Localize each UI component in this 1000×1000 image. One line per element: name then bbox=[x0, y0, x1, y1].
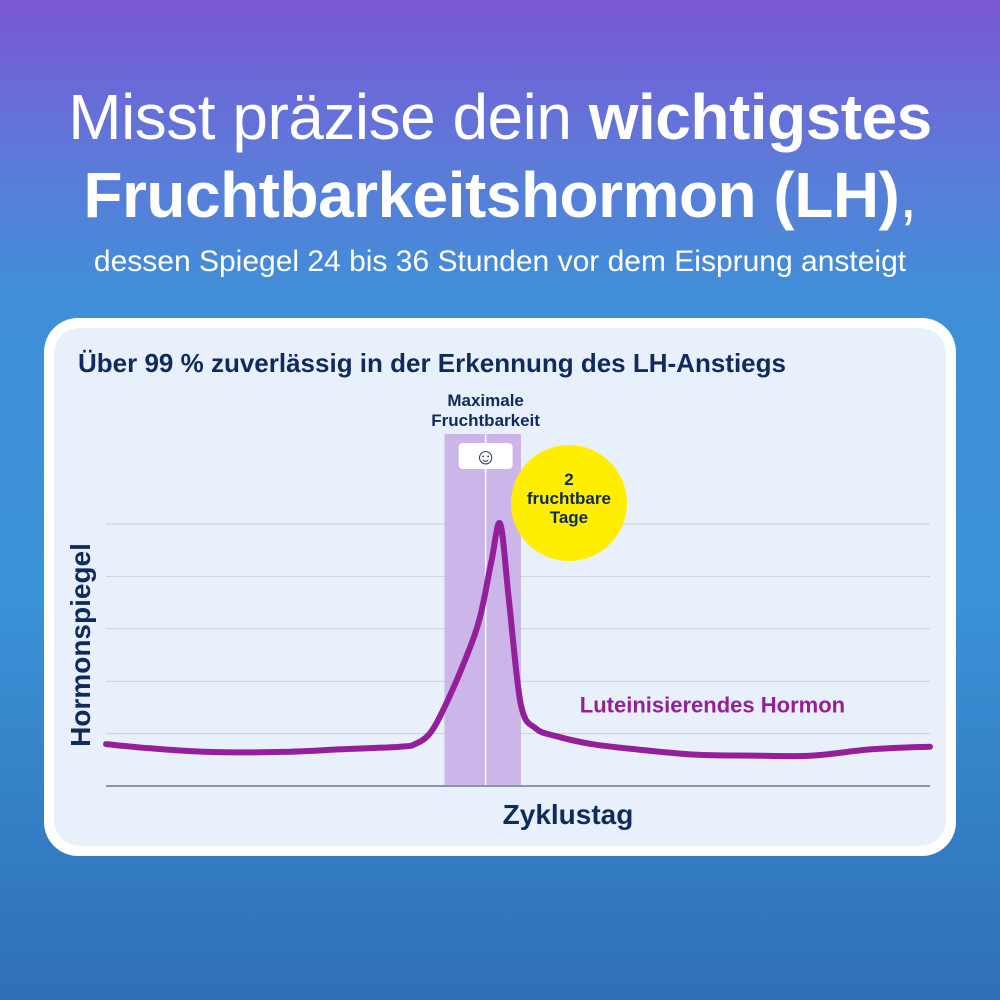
headline-line-2: Fruchtbarkeitshormon (LH), bbox=[0, 156, 1000, 234]
smiley-icon: ☺ bbox=[474, 444, 496, 469]
headline-line-2-bold: Fruchtbarkeitshormon (LH) bbox=[83, 159, 900, 231]
headline-subline: dessen Spiegel 24 bis 36 Stunden vor dem… bbox=[93, 245, 907, 278]
chart-title: Über 99 % zuverlässig in der Erkennung d… bbox=[78, 348, 786, 378]
series-line-lh bbox=[103, 519, 933, 760]
headline-line-1-bold: wichtigstes bbox=[588, 81, 933, 153]
headline: Misst präzise dein wichtigstes Fruchtbar… bbox=[0, 78, 1000, 284]
headline-line-2-regular: , bbox=[899, 159, 917, 231]
headline-line-1-regular: Misst präzise dein bbox=[68, 81, 589, 153]
chart-panel: Über 99 % zuverlässig in der Erkennung d… bbox=[54, 328, 946, 846]
smiley-box bbox=[458, 443, 513, 469]
window-label-line-2: Fruchtbarkeit bbox=[431, 411, 540, 430]
badge-line-1: 2 bbox=[564, 470, 573, 489]
window-label-line-1: Maximale bbox=[447, 391, 524, 410]
chart-card: Über 99 % zuverlässig in der Erkennung d… bbox=[44, 318, 956, 856]
series-label-lh: Luteinisierendes Hormon bbox=[580, 693, 845, 718]
x-axis-label: Zyklustag bbox=[503, 799, 634, 830]
badge-line-2: fruchtbare bbox=[527, 489, 611, 508]
headline-line-1: Misst präzise dein wichtigstes bbox=[0, 78, 1000, 156]
y-axis-label: Hormonspiegel bbox=[65, 543, 96, 747]
badge-line-3: Tage bbox=[550, 508, 588, 527]
fertile-days-badge bbox=[510, 445, 627, 561]
